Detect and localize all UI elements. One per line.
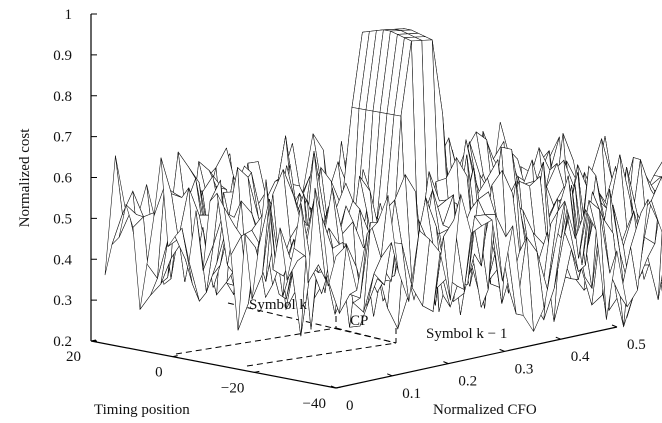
y-axis-title: Normalized cost bbox=[17, 128, 33, 228]
cfo-tick-label: 0.4 bbox=[571, 349, 590, 365]
timing-axis-ticks: 20 0 −20 −40 bbox=[66, 339, 342, 412]
annotation-symbol-k-minus-1: Symbol k − 1 bbox=[426, 326, 507, 342]
cfo-axis-line bbox=[335, 326, 618, 389]
vertical-tick-label: 0.7 bbox=[53, 130, 72, 146]
timing-tick-label: −20 bbox=[221, 380, 244, 396]
timing-tick-mark bbox=[254, 370, 260, 373]
vertical-tick-label: 0.5 bbox=[53, 211, 72, 227]
cfo-tick-mark bbox=[499, 348, 505, 352]
cfo-tick-label: 0.3 bbox=[515, 361, 534, 377]
timing-tick-label: 20 bbox=[66, 349, 81, 365]
x-axis-title: Timing position bbox=[94, 402, 190, 418]
cfo-tick-mark bbox=[611, 324, 618, 328]
cfo-tick-label: 0.2 bbox=[458, 374, 477, 390]
timing-axis-line bbox=[90, 340, 337, 389]
timing-tick-label: −40 bbox=[303, 396, 326, 412]
dashed-line-symbol-k bbox=[175, 327, 337, 355]
cfo-tick-mark bbox=[443, 361, 449, 365]
cfo-tick-mark bbox=[555, 336, 561, 340]
vertical-tick-label: 0.2 bbox=[53, 334, 72, 350]
cfo-tick-mark bbox=[387, 373, 393, 377]
vertical-tick-label: 0.9 bbox=[53, 48, 72, 64]
cfo-tick-label: 0.5 bbox=[627, 337, 646, 353]
timing-tick-mark bbox=[172, 355, 178, 358]
vertical-tick-label: 0.4 bbox=[53, 252, 72, 268]
surface-cell bbox=[328, 244, 347, 314]
dashed-line-mid bbox=[227, 302, 397, 344]
cfo-tick-mark bbox=[330, 385, 337, 389]
timing-tick-mark bbox=[90, 339, 97, 342]
timing-tick-mark bbox=[335, 386, 342, 389]
cfo-tick-label: 0.1 bbox=[402, 386, 421, 402]
vertical-tick-label: 1 bbox=[65, 7, 73, 23]
timing-tick-label: 0 bbox=[155, 365, 163, 381]
cfo-axis-title: Normalized CFO bbox=[433, 402, 537, 418]
cfo-tick-label: 0 bbox=[346, 398, 354, 414]
surface-mesh bbox=[104, 28, 662, 337]
annotation-symbol-k: Symbol k bbox=[249, 297, 307, 313]
vertical-tick-label: 0.6 bbox=[53, 171, 72, 187]
vertical-tick-label: 0.3 bbox=[53, 293, 72, 309]
vertical-tick-label: 0.8 bbox=[53, 89, 72, 105]
annotation-cp: CP bbox=[350, 313, 368, 329]
cfo-axis-ticks: 0 0.1 0.2 0.3 0.4 0.5 bbox=[330, 324, 646, 414]
surface-cell bbox=[104, 155, 123, 276]
dashed-line-cp-lower bbox=[246, 342, 397, 367]
vertical-axis-ticks: 0.2 0.3 0.4 0.5 0.6 0.7 0.8 0.9 1 bbox=[53, 7, 97, 350]
